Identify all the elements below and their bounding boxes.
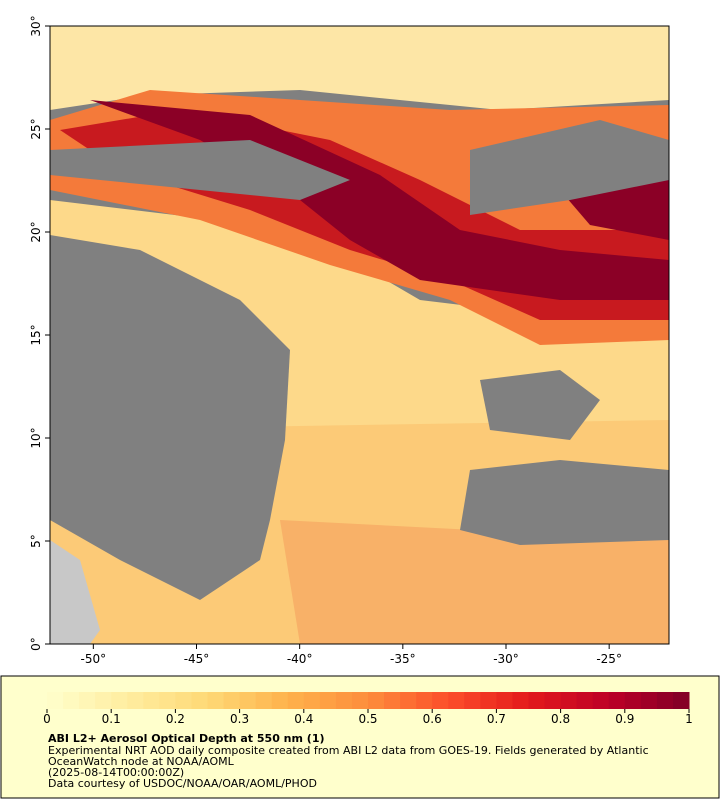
colorbar-step bbox=[95, 692, 112, 709]
colorbar-step bbox=[287, 692, 305, 709]
colorbar-step bbox=[255, 692, 273, 709]
colorbar-step bbox=[576, 692, 594, 709]
colorbar-step bbox=[624, 692, 642, 709]
colorbar-step bbox=[159, 692, 176, 709]
colorbar-step bbox=[464, 692, 481, 709]
y-tick-label: 10° bbox=[29, 427, 43, 448]
y-tick-label: 25° bbox=[29, 118, 43, 139]
colorbar-step bbox=[63, 692, 80, 709]
colorbar-step bbox=[480, 692, 497, 709]
colorbar-step bbox=[608, 692, 626, 709]
colorbar-step bbox=[496, 692, 513, 709]
caption-line: Experimental NRT AOD daily composite cre… bbox=[48, 744, 649, 757]
colorbar-step bbox=[303, 692, 321, 709]
colorbar-tick-label: 0.9 bbox=[615, 712, 634, 726]
colorbar-step bbox=[223, 692, 241, 709]
colorbar-step bbox=[207, 692, 225, 709]
y-tick-label: 0° bbox=[29, 637, 43, 651]
caption-line: OceanWatch node at NOAA/AOML bbox=[48, 755, 235, 768]
y-tick-label: 5° bbox=[29, 534, 43, 548]
x-tick-label: -30° bbox=[493, 652, 519, 666]
x-tick-label: -40° bbox=[287, 652, 313, 666]
colorbar-step bbox=[448, 692, 465, 709]
colorbar-step bbox=[335, 692, 353, 709]
colorbar-step bbox=[175, 692, 192, 709]
colorbar-step bbox=[592, 692, 610, 709]
colorbar-step bbox=[351, 692, 369, 709]
colorbar-tick-label: 0.1 bbox=[102, 712, 121, 726]
colorbar-step bbox=[544, 692, 562, 709]
colorbar-tick-label: 0.5 bbox=[358, 712, 377, 726]
colorbar-step bbox=[560, 692, 578, 709]
colorbar-step bbox=[271, 692, 289, 709]
colorbar-step bbox=[239, 692, 257, 709]
colorbar-tick-label: 1 bbox=[685, 712, 693, 726]
x-tick-label: -45° bbox=[184, 652, 210, 666]
colorbar-step bbox=[143, 692, 160, 709]
colorbar-step bbox=[384, 692, 401, 709]
colorbar-tick-label: 0.7 bbox=[487, 712, 506, 726]
colorbar-tick-label: 0 bbox=[43, 712, 51, 726]
colorbar-step bbox=[319, 692, 337, 709]
legend-title: ABI L2+ Aerosol Optical Depth at 550 nm … bbox=[48, 732, 325, 745]
colorbar-step bbox=[512, 692, 529, 709]
colorbar-step bbox=[47, 692, 64, 709]
colorbar-step bbox=[127, 692, 144, 709]
y-tick-label: 15° bbox=[29, 324, 43, 345]
colorbar-step bbox=[79, 692, 96, 709]
colorbar-step bbox=[656, 692, 674, 709]
colorbar-step bbox=[368, 692, 385, 709]
colorbar-step bbox=[432, 692, 449, 709]
colorbar-step bbox=[528, 692, 546, 709]
caption-line: (2025-08-14T00:00:00Z) bbox=[48, 766, 184, 779]
colorbar-tick-label: 0.4 bbox=[294, 712, 313, 726]
colorbar-tick-label: 0.3 bbox=[230, 712, 249, 726]
colorbar-tick-label: 0.6 bbox=[423, 712, 442, 726]
y-tick-label: 30° bbox=[29, 15, 43, 36]
x-tick-label: -50° bbox=[81, 652, 107, 666]
colorbar-step bbox=[416, 692, 433, 709]
y-tick-label: 20° bbox=[29, 221, 43, 242]
x-tick-label: -35° bbox=[390, 652, 416, 666]
caption-line: Data courtesy of USDOC/NOAA/OAR/AOML/PHO… bbox=[48, 777, 317, 790]
colorbar-step bbox=[640, 692, 658, 709]
colorbar-tick-label: 0.8 bbox=[551, 712, 570, 726]
map-image bbox=[50, 26, 669, 644]
colorbar-step bbox=[191, 692, 208, 709]
colorbar-step bbox=[400, 692, 417, 709]
colorbar-step bbox=[672, 692, 690, 709]
x-tick-label: -25° bbox=[596, 652, 622, 666]
colorbar-step bbox=[111, 692, 128, 709]
colorbar-tick-label: 0.2 bbox=[166, 712, 185, 726]
